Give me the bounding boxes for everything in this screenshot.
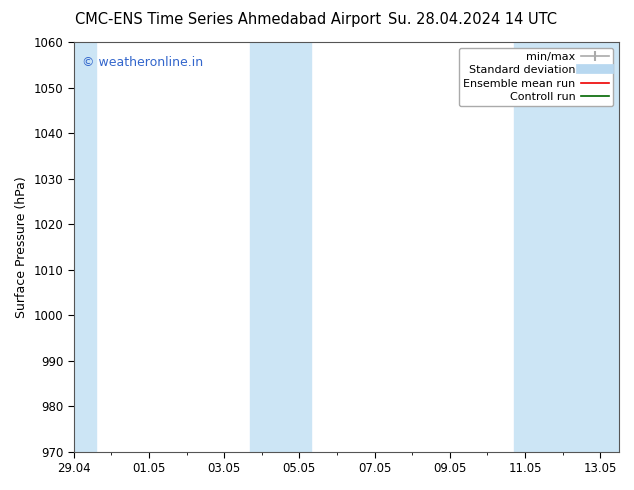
Bar — [70, 42, 96, 452]
Legend: min/max, Standard deviation, Ensemble mean run, Controll run: min/max, Standard deviation, Ensemble me… — [459, 48, 614, 106]
Bar — [514, 42, 619, 452]
Bar — [250, 42, 311, 452]
Text: CMC-ENS Time Series Ahmedabad Airport: CMC-ENS Time Series Ahmedabad Airport — [75, 12, 381, 27]
Text: Su. 28.04.2024 14 UTC: Su. 28.04.2024 14 UTC — [388, 12, 557, 27]
Y-axis label: Surface Pressure (hPa): Surface Pressure (hPa) — [15, 176, 28, 318]
Text: © weatheronline.in: © weatheronline.in — [82, 56, 203, 70]
